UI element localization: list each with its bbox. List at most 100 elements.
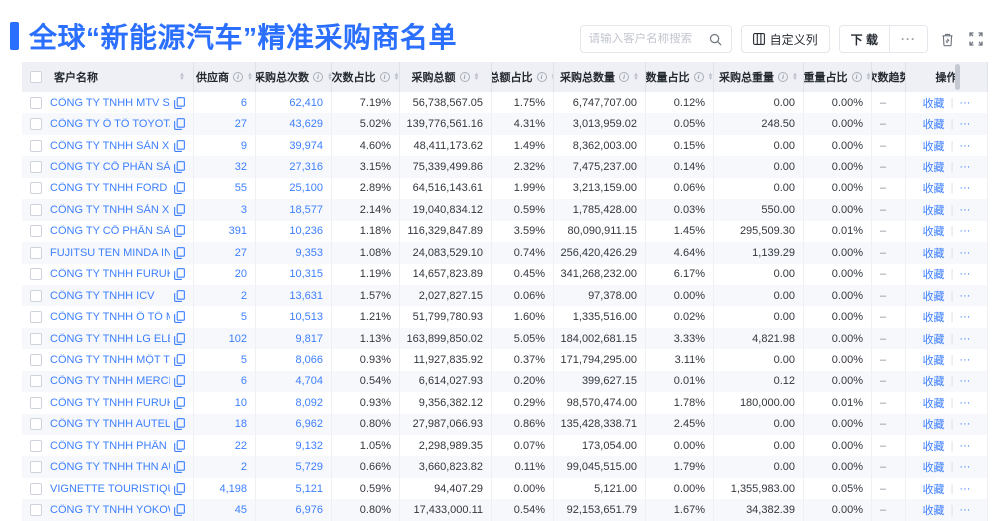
info-icon[interactable]: i — [536, 72, 547, 82]
row-more-button[interactable]: ··· — [959, 139, 971, 152]
favorite-button[interactable]: 收藏 — [922, 419, 945, 432]
copy-icon[interactable] — [174, 139, 185, 152]
row-checkbox[interactable] — [30, 96, 42, 109]
copy-icon[interactable] — [174, 482, 185, 495]
row-checkbox[interactable] — [30, 311, 42, 324]
search-icon[interactable] — [709, 32, 723, 46]
favorite-button[interactable]: 收藏 — [922, 462, 945, 475]
copy-icon[interactable] — [174, 96, 185, 109]
copy-icon[interactable] — [174, 504, 185, 516]
row-more-button[interactable]: ··· — [959, 268, 971, 281]
column-header-weight_pct[interactable]: 重量占比 i ▲ ▼ — [804, 62, 872, 92]
download-more-button[interactable]: ··· — [889, 26, 927, 52]
row-more-button[interactable]: ··· — [959, 246, 971, 259]
select-all-checkbox[interactable] — [30, 71, 42, 83]
favorite-button[interactable]: 收藏 — [922, 483, 945, 496]
favorite-button[interactable]: 收藏 — [922, 183, 945, 196]
copy-icon[interactable] — [174, 268, 185, 281]
row-checkbox[interactable] — [30, 289, 42, 302]
row-more-button[interactable]: ··· — [959, 332, 971, 345]
favorite-button[interactable]: 收藏 — [922, 354, 945, 367]
row-checkbox[interactable] — [30, 418, 42, 431]
copy-icon[interactable] — [174, 182, 185, 195]
favorite-button[interactable]: 收藏 — [922, 397, 945, 410]
favorite-button[interactable]: 收藏 — [922, 97, 945, 110]
copy-icon[interactable] — [174, 289, 185, 302]
info-icon[interactable]: i — [778, 72, 789, 82]
row-more-button[interactable]: ··· — [959, 96, 971, 109]
company-name-link[interactable]: CÔNG TY TNHH YOKOWO VIỆT... — [50, 504, 170, 517]
company-name-link[interactable]: FUJITSU TEN MINDA INDIA PVT... — [50, 246, 170, 259]
row-checkbox[interactable] — [30, 161, 42, 174]
column-header-quantity[interactable]: 采购总数量 i ▲ ▼ — [554, 62, 646, 92]
row-checkbox[interactable] — [30, 461, 42, 474]
company-name-link[interactable]: CÔNG TY TNHH LG ELECTRON... — [50, 332, 170, 345]
row-checkbox[interactable] — [30, 246, 42, 259]
favorite-button[interactable]: 收藏 — [922, 140, 945, 153]
column-header-quantity_pct[interactable]: 数量占比 i ▲ ▼ — [646, 62, 714, 92]
company-name-link[interactable]: CÔNG TY TNHH SẢN XUẤT VÀ ... — [50, 203, 170, 216]
copy-icon[interactable] — [174, 311, 185, 324]
row-checkbox[interactable] — [30, 332, 42, 345]
company-name-link[interactable]: CÔNG TY TNHH FORD VIỆT NAM — [50, 182, 170, 195]
row-more-button[interactable]: ··· — [959, 482, 971, 495]
favorite-button[interactable]: 收藏 — [922, 440, 945, 453]
info-icon[interactable]: i — [619, 72, 630, 82]
favorite-button[interactable]: 收藏 — [922, 204, 945, 217]
search-input[interactable] — [588, 33, 703, 45]
row-more-button[interactable]: ··· — [959, 225, 971, 238]
info-icon[interactable]: i — [379, 72, 390, 82]
row-more-button[interactable]: ··· — [959, 289, 971, 302]
info-icon[interactable]: i — [313, 72, 324, 82]
company-name-link[interactable]: CÔNG TY TNHH Ô TÔ MITSUBI... — [50, 311, 170, 324]
row-more-button[interactable]: ··· — [959, 375, 971, 388]
row-checkbox[interactable] — [30, 439, 42, 452]
company-name-link[interactable]: CÔNG TY TNHH FURUKAWA A... — [50, 396, 170, 409]
company-name-link[interactable]: CÔNG TY TNHH THN AUTOPAR... — [50, 461, 170, 474]
copy-icon[interactable] — [174, 439, 185, 452]
fullscreen-icon[interactable] — [966, 29, 986, 49]
row-checkbox[interactable] — [30, 203, 42, 216]
custom-columns-button[interactable]: 自定义列 — [740, 25, 830, 53]
copy-icon[interactable] — [174, 118, 185, 131]
company-name-link[interactable]: CÔNG TY TNHH MỘT THÀNH V... — [50, 353, 170, 366]
favorite-button[interactable]: 收藏 — [922, 269, 945, 282]
company-name-link[interactable]: CÔNG TY TNHH ICV — [50, 289, 155, 302]
company-name-link[interactable]: VIGNETTE TOURISTIQUE G UNI... — [50, 482, 170, 495]
favorite-button[interactable]: 收藏 — [922, 226, 945, 239]
info-icon[interactable]: i — [851, 72, 862, 82]
row-more-button[interactable]: ··· — [959, 461, 971, 474]
row-checkbox[interactable] — [30, 225, 42, 238]
favorite-button[interactable]: 收藏 — [922, 247, 945, 260]
row-more-button[interactable]: ··· — [959, 118, 971, 131]
row-checkbox[interactable] — [30, 375, 42, 388]
row-more-button[interactable]: ··· — [959, 203, 971, 216]
column-header-count_pct[interactable]: 次数占比 i ▲ ▼ — [332, 62, 400, 92]
row-more-button[interactable]: ··· — [959, 504, 971, 517]
row-more-button[interactable]: ··· — [959, 311, 971, 324]
company-name-link[interactable]: CÔNG TY TNHH SẢN XUẤT VÀ ... — [50, 139, 170, 152]
trash-icon[interactable] — [937, 29, 957, 49]
row-more-button[interactable]: ··· — [959, 161, 971, 174]
copy-icon[interactable] — [174, 375, 185, 388]
favorite-button[interactable]: 收藏 — [922, 290, 945, 303]
info-icon[interactable]: i — [459, 72, 470, 82]
row-more-button[interactable]: ··· — [959, 418, 971, 431]
vertical-scrollbar[interactable] — [955, 64, 960, 90]
copy-icon[interactable] — [174, 225, 185, 238]
company-name-link[interactable]: CÔNG TY TNHH PHÂN PHỐI T... — [50, 439, 170, 452]
copy-icon[interactable] — [174, 246, 185, 259]
row-checkbox[interactable] — [30, 482, 42, 495]
favorite-button[interactable]: 收藏 — [922, 376, 945, 389]
row-checkbox[interactable] — [30, 504, 42, 517]
column-header-weight[interactable]: 采购总重量 i ▲ ▼ — [714, 62, 804, 92]
company-name-link[interactable]: CÔNG TY CỔ PHẦN SẢN XUẤT... — [50, 225, 170, 238]
row-checkbox[interactable] — [30, 139, 42, 152]
row-checkbox[interactable] — [30, 118, 42, 131]
company-name-link[interactable]: CÔNG TY TNHH MTV SẢN XUẤ... — [50, 96, 170, 109]
favorite-button[interactable]: 收藏 — [922, 505, 945, 518]
row-checkbox[interactable] — [30, 268, 42, 281]
column-header-name[interactable]: 客户名称 ▲ ▼ — [22, 62, 194, 92]
info-icon[interactable]: i — [693, 72, 704, 82]
